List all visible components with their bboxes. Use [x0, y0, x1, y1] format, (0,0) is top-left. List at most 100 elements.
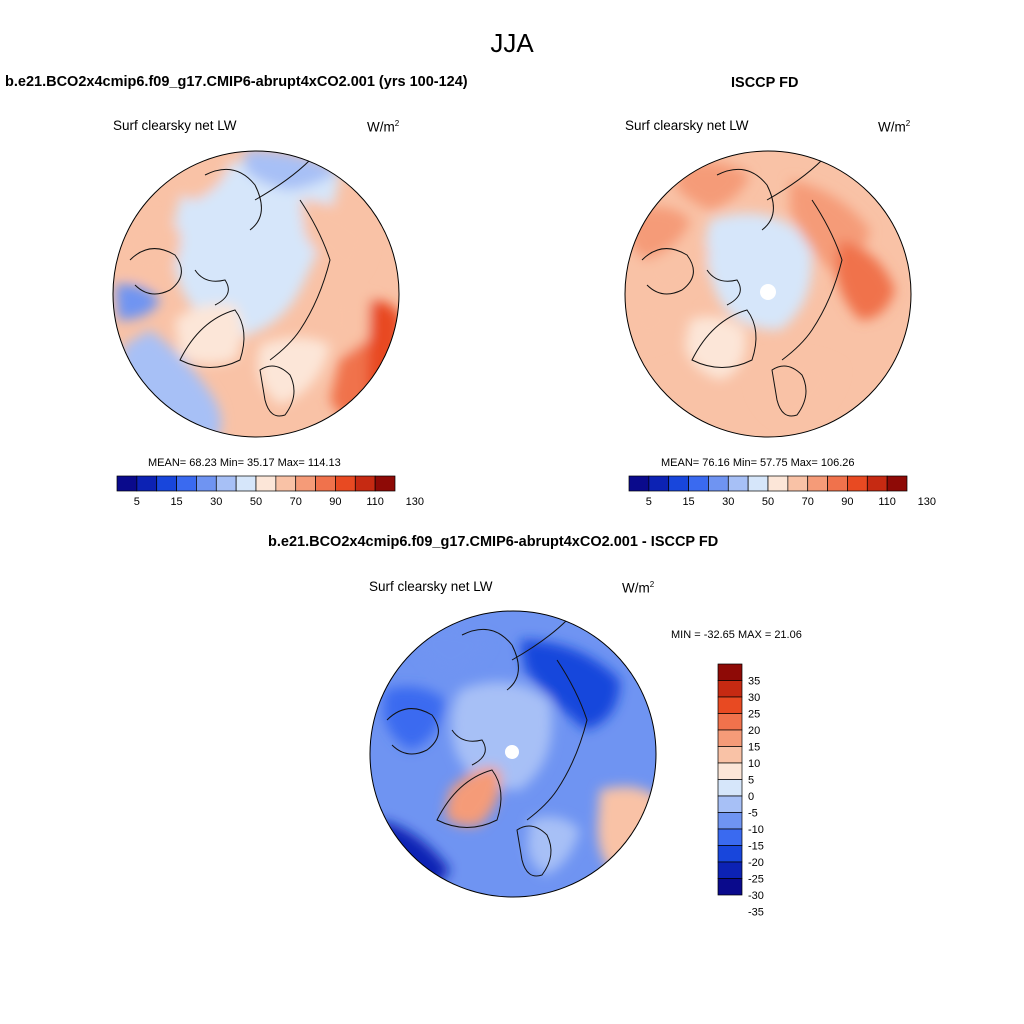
- model-colorbar-tick-label: 15: [170, 496, 182, 508]
- model-colorbar-box: [136, 475, 158, 492]
- diff-colorbar-tick-label: -5: [748, 808, 758, 820]
- model-colorbar-box: [315, 475, 336, 492]
- obs-map: [625, 151, 911, 437]
- diff-colorbar-box: [717, 696, 743, 714]
- diff-coastline-alaska: [461, 628, 519, 691]
- obs-colorbar-tick-label: 70: [802, 496, 814, 508]
- model-stats: MEAN= 68.23 Min= 35.17 Max= 114.13: [148, 457, 341, 469]
- diff-colorbar-box: [717, 861, 743, 879]
- obs-colorbar-box: [787, 475, 809, 492]
- obs-colorbar-box: [668, 475, 689, 492]
- diff-colorbar-box: [717, 795, 743, 813]
- model-colorbar-box: [354, 475, 376, 492]
- obs-colorbar-box: [727, 475, 749, 492]
- model-region-central-siberia: [257, 337, 330, 405]
- diff-colorbar-tick-label: 0: [748, 791, 754, 803]
- model-colorbar-box: [275, 475, 297, 492]
- obs-stats: MEAN= 76.16 Min= 57.75 Max= 106.26: [661, 457, 855, 469]
- diff-colorbar-tick-label: 20: [748, 725, 760, 737]
- obs-colorbar-tick-label: 110: [878, 496, 896, 508]
- model-panel-title: b.e21.BCO2x4cmip6.f09_g17.CMIP6-abrupt4x…: [5, 74, 468, 90]
- obs-coastline-alaska: [716, 168, 774, 231]
- model-colorbar-tick-label: 110: [366, 496, 384, 508]
- model-colorbar-box: [235, 475, 257, 492]
- diff-colorbar-box: [717, 762, 743, 780]
- diff-colorbar-box: [717, 729, 743, 747]
- diff-colorbar-tick-label: 35: [748, 676, 760, 688]
- model-coastline-scandinavia: [259, 365, 295, 417]
- obs-variable-label: Surf clearsky net LW: [625, 118, 749, 133]
- model-variable-label: Surf clearsky net LW: [113, 118, 237, 133]
- obs-colorbar-box: [688, 475, 709, 492]
- diff-colorbar-tick-label: 10: [748, 758, 760, 770]
- diff-colorbar-tick-label: 25: [748, 709, 760, 721]
- diff-coastline-greenland: [436, 769, 502, 828]
- diff-region-alaska: [418, 626, 490, 675]
- obs-coastline-scandinavia: [771, 365, 807, 417]
- model-coastline-siberia: [269, 199, 331, 361]
- diff-panel-title: b.e21.BCO2x4cmip6.f09_g17.CMIP6-abrupt4x…: [268, 534, 719, 550]
- diff-colorbar-tick-label: -30: [748, 890, 764, 902]
- diff-units: W/m2: [622, 580, 655, 596]
- diff-colorbar-box: [717, 845, 743, 863]
- model-coastline-chukotka: [254, 159, 311, 201]
- model-colorbar-box: [255, 475, 277, 492]
- diff-map-border: [369, 610, 657, 898]
- obs-coastline-archipelago: [706, 269, 741, 306]
- diff-colorbar-box: [717, 828, 743, 846]
- obs-coastline-greenland: [691, 309, 757, 368]
- model-colorbar-tick-label: 30: [210, 496, 222, 508]
- model-colorbar-box: [176, 475, 197, 492]
- model-region-east-siberia: [300, 200, 370, 280]
- obs-pole-hole: [760, 284, 776, 300]
- model-map: [113, 151, 399, 437]
- obs-map-border: [624, 150, 912, 438]
- obs-coastline-siberia: [781, 199, 843, 361]
- diff-variable-label: Surf clearsky net LW: [369, 579, 493, 594]
- model-colorbar: 5 15 30 50 70 90 110 130: [116, 475, 424, 508]
- diff-colorbar-box: [717, 746, 743, 764]
- model-colorbar-box: [295, 475, 316, 492]
- figure-title: JJA: [490, 28, 534, 58]
- model-colorbar-box: [196, 475, 217, 492]
- model-colorbar-tick-label: 5: [134, 496, 140, 508]
- diff-coastline-archipelago: [451, 729, 486, 766]
- obs-colorbar-box: [747, 475, 769, 492]
- diff-colorbar-box: [717, 812, 743, 830]
- diff-colorbar-box: [717, 779, 743, 797]
- model-coastline-alaska: [204, 168, 262, 231]
- model-units: W/m2: [367, 119, 400, 135]
- model-region-greenland-west-coast: [175, 304, 243, 364]
- obs-coastline-arctic-islands: [641, 248, 694, 295]
- obs-colorbar-box: [827, 475, 848, 492]
- model-coastline-arctic-islands: [129, 248, 182, 295]
- obs-colorbar-box: [866, 475, 888, 492]
- model-colorbar-box: [116, 475, 138, 492]
- obs-region-alaska: [675, 161, 750, 210]
- diff-region-canada-west: [383, 686, 445, 750]
- model-coastline-greenland: [179, 309, 245, 368]
- obs-coastline-chukotka: [766, 159, 823, 201]
- obs-colorbar-tick-label: 30: [722, 496, 734, 508]
- obs-region-siberia-warm: [835, 240, 895, 320]
- diff-colorbar-tick-label: -15: [748, 841, 764, 853]
- diff-coastline-chukotka: [511, 619, 568, 661]
- obs-colorbar-box: [807, 475, 828, 492]
- model-colorbar-tick-label: 130: [406, 496, 424, 508]
- obs-colorbar-box: [847, 475, 868, 492]
- diff-colorbar-tick-label: -10: [748, 824, 764, 836]
- obs-region-baffin: [627, 299, 680, 345]
- model-colorbar-tick-label: 90: [329, 496, 341, 508]
- obs-colorbar-tick-label: 5: [646, 496, 652, 508]
- obs-region-greenland: [685, 316, 746, 380]
- diff-colorbar-tick-label: -35: [748, 907, 764, 919]
- model-coastline-archipelago: [194, 269, 229, 306]
- diff-colorbar-tick-label: 15: [748, 742, 760, 754]
- obs-colorbar-tick-label: 15: [682, 496, 694, 508]
- obs-region-central-arctic: [706, 213, 812, 330]
- obs-units: W/m2: [878, 119, 911, 135]
- model-colorbar-box: [215, 475, 237, 492]
- model-map-border: [112, 150, 400, 438]
- model-colorbar-box: [335, 475, 356, 492]
